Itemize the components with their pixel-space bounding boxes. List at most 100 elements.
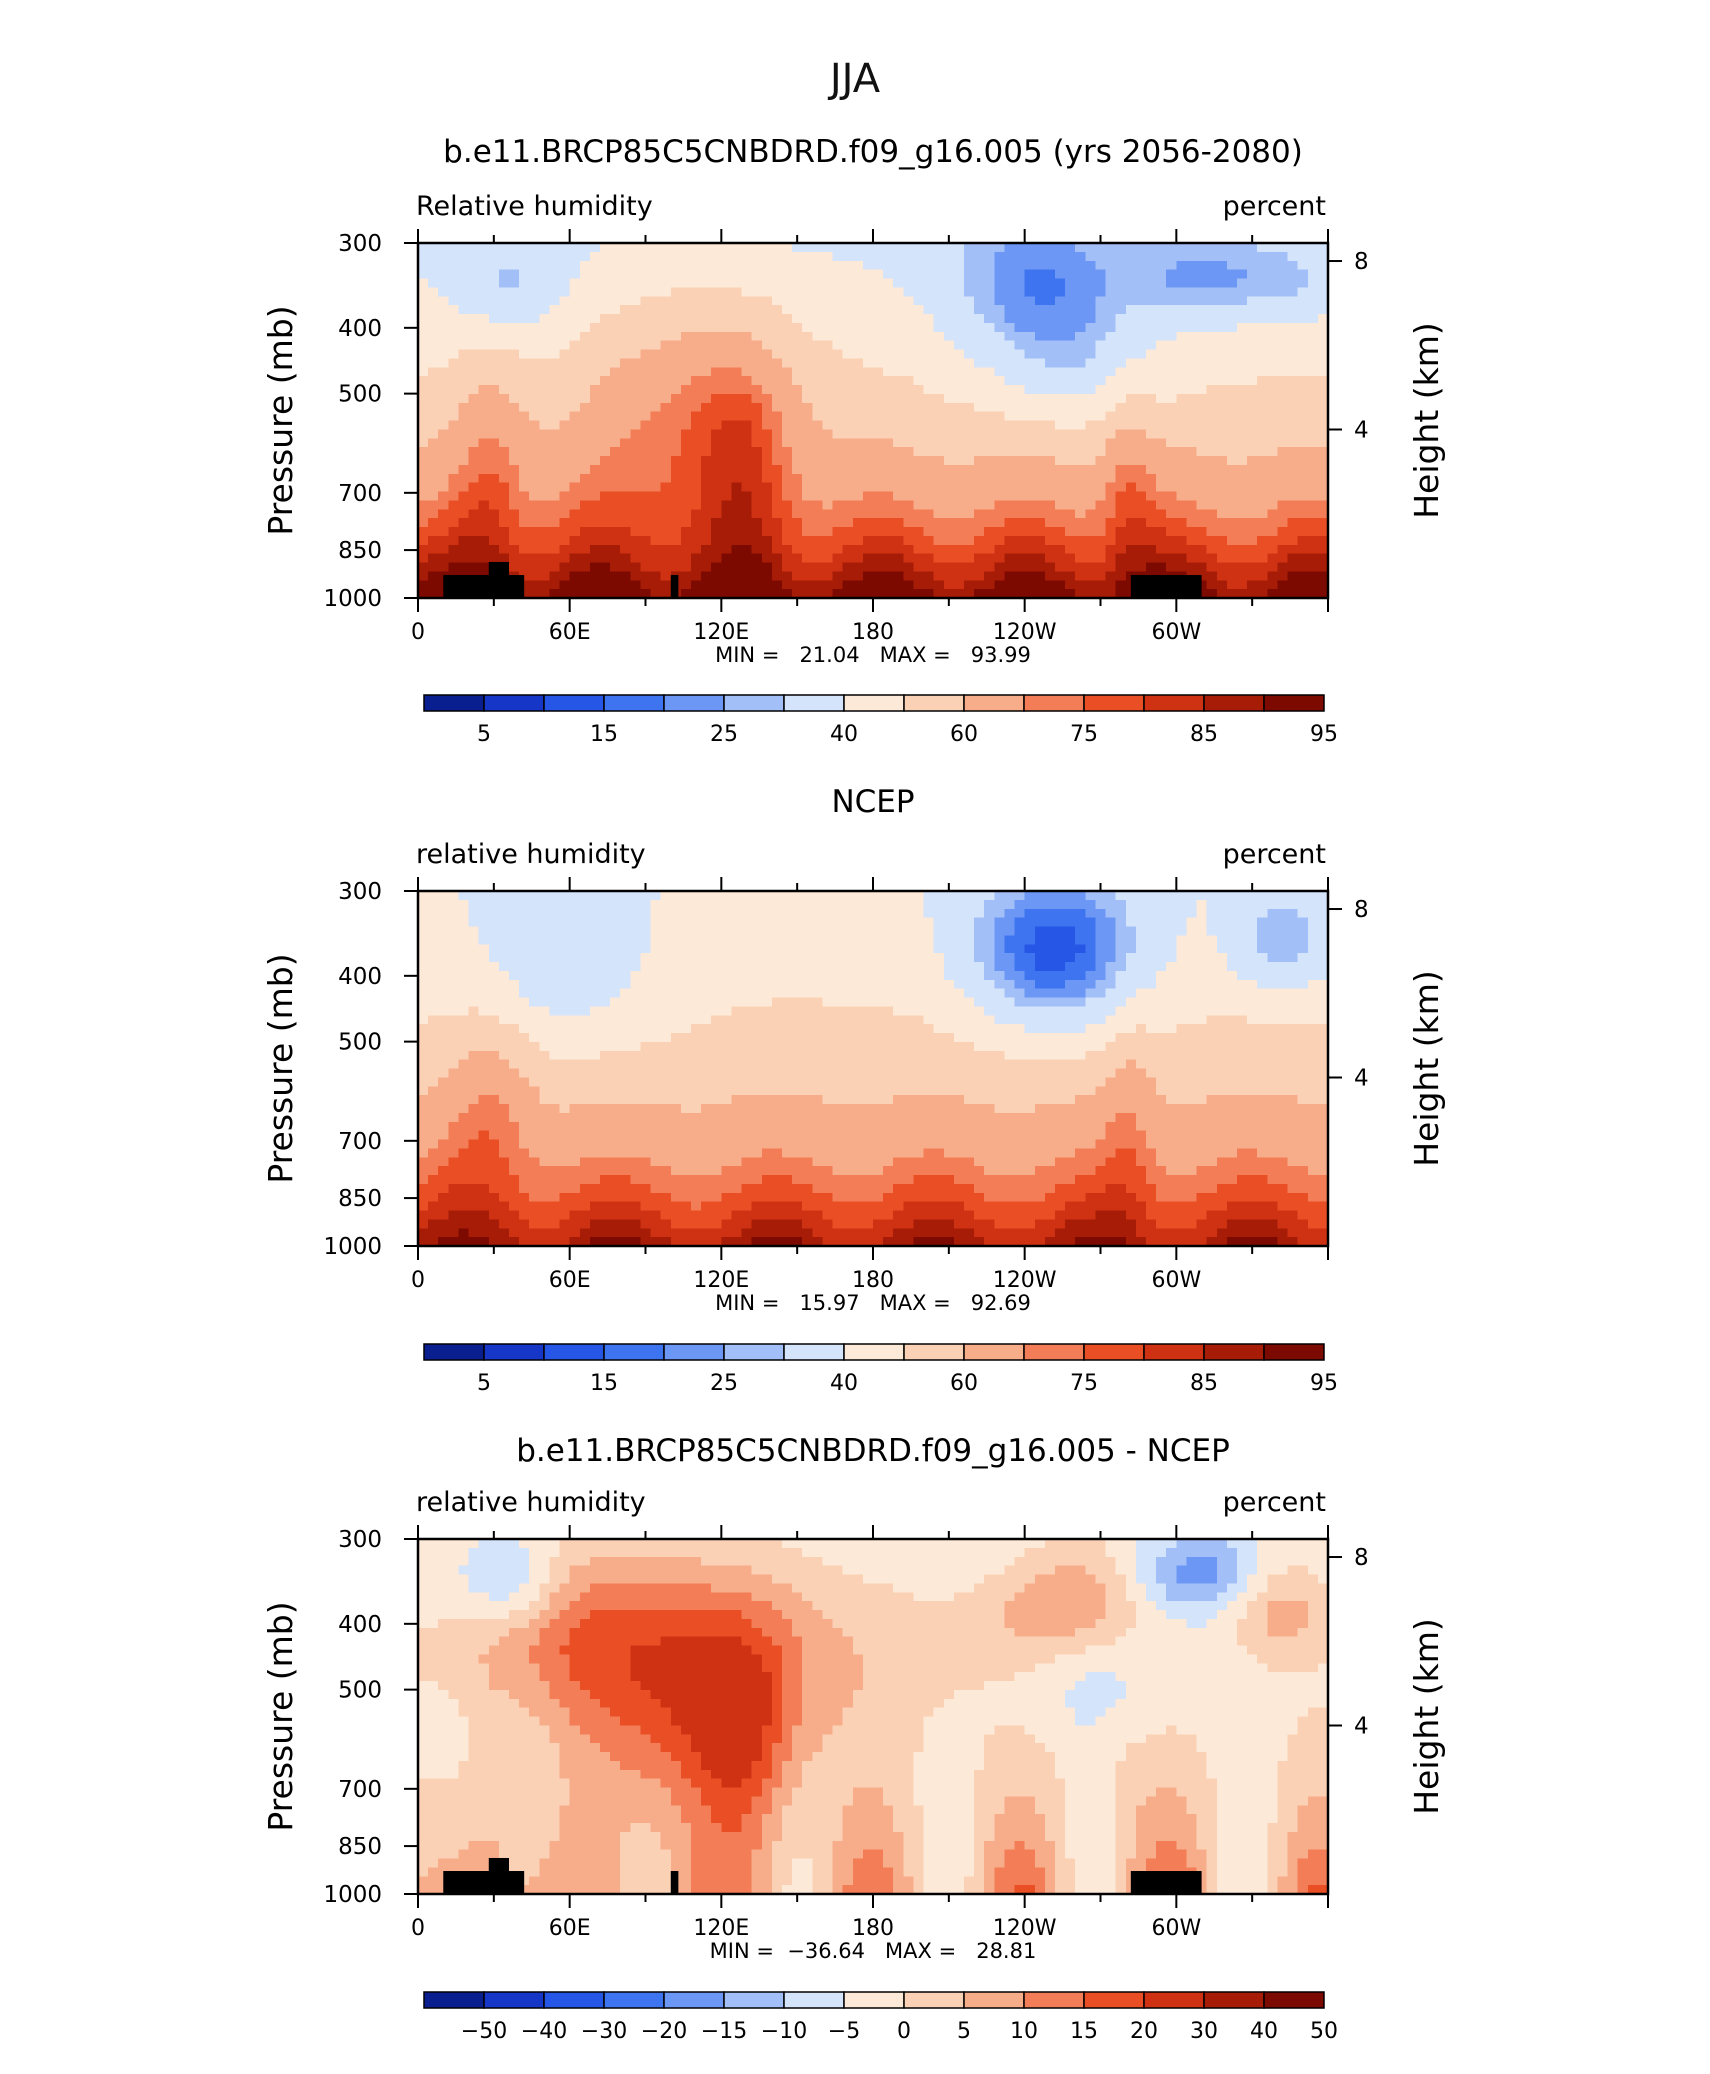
contour-cell (519, 482, 530, 493)
contour-cell (832, 482, 844, 493)
contour-cell (1317, 962, 1329, 972)
contour-cell (1095, 322, 1107, 333)
contour-cell (741, 305, 753, 315)
contour-cell (1095, 305, 1107, 315)
contour-cell (1014, 935, 1026, 945)
contour-cell (549, 358, 561, 368)
contour-cell (792, 456, 803, 466)
contour-cell (1125, 243, 1137, 253)
contour-cell (862, 447, 874, 457)
contour-cell (478, 518, 490, 528)
contour-cell (1277, 482, 1289, 493)
contour-cell (1156, 447, 1167, 457)
contour-cell (610, 544, 621, 555)
contour-cell (620, 953, 631, 963)
contour-cell (1216, 287, 1228, 297)
contour-cell (761, 562, 773, 572)
contour-cell (1196, 580, 1208, 590)
contour-cell (1247, 287, 1258, 297)
contour-cell (751, 953, 763, 963)
contour-cell (852, 518, 864, 528)
contour-cell (650, 367, 662, 377)
contour-cell (1095, 314, 1107, 324)
contour-cell (873, 509, 884, 519)
contour-cell (953, 988, 965, 999)
contour-cell (600, 962, 611, 972)
contour-cell (1226, 1006, 1238, 1016)
contour-cell (1146, 962, 1157, 972)
contour-cell (691, 908, 702, 919)
colorbar-label: 40 (830, 722, 858, 747)
contour-cell (509, 962, 520, 972)
contour-cell (984, 473, 995, 484)
contour-cell (974, 1006, 985, 1016)
contour-cell (1125, 385, 1137, 395)
contour-cell (1186, 429, 1198, 439)
contour-cell (650, 482, 662, 493)
contour-cell (1075, 917, 1086, 928)
contour-cell (842, 429, 854, 439)
contour-cell (458, 899, 470, 910)
contour-cell (691, 970, 702, 981)
contour-cell (953, 376, 965, 386)
contour-cell (630, 340, 642, 351)
contour-cell (832, 305, 844, 315)
contour-cell (691, 296, 702, 306)
contour-cell (498, 402, 510, 413)
contour-cell (933, 314, 945, 324)
contour-cell (1024, 553, 1036, 564)
contour-cell (1317, 322, 1329, 333)
contour-cell (964, 447, 975, 457)
contour-cell (1024, 926, 1036, 936)
contour-cell (488, 287, 500, 297)
contour-cell (1166, 500, 1177, 510)
contour-cell (1196, 340, 1208, 351)
contour-cell (1186, 970, 1198, 981)
contour-cell (974, 385, 985, 395)
contour-cell (509, 917, 520, 928)
contour-cell (873, 438, 884, 448)
contour-cell (893, 899, 904, 910)
contour-cell (478, 260, 490, 271)
contour-cell (1065, 473, 1076, 484)
contour-cell (509, 891, 520, 901)
contour-cell (873, 908, 884, 919)
contour-cell (933, 243, 945, 253)
contour-cell (903, 340, 915, 351)
contour-cell (1075, 420, 1086, 430)
contour-cell (468, 287, 480, 297)
contour-cell (569, 278, 581, 288)
contour-cell (529, 447, 540, 457)
contour-cell (650, 527, 662, 537)
contour-cell (1135, 376, 1147, 386)
contour-cell (903, 393, 915, 404)
contour-cell (1317, 340, 1329, 351)
contour-cell (1115, 562, 1127, 572)
contour-cell (751, 482, 763, 493)
contour-cell (913, 367, 925, 377)
contour-cell (569, 367, 581, 377)
contour-cell (1307, 944, 1319, 954)
contour-cell (1135, 953, 1147, 963)
contour-cell (579, 314, 591, 324)
contour-cell (893, 979, 904, 990)
contour-cell (812, 544, 824, 555)
contour-cell (1226, 349, 1238, 359)
contour-cell (549, 509, 561, 519)
contour-cell (731, 243, 743, 253)
contour-cell (1297, 491, 1309, 501)
contour-cell (792, 385, 803, 395)
contour-cell (974, 997, 985, 1007)
contour-cell (832, 349, 844, 359)
contour-cell (1166, 393, 1177, 404)
contour-cell (1125, 447, 1137, 457)
contour-cell (751, 340, 763, 351)
contour-cell (569, 535, 581, 546)
contour-cell (974, 447, 985, 457)
contour-cell (539, 322, 551, 333)
contour-cell (792, 464, 803, 475)
contour-cell (1247, 935, 1258, 945)
contour-cell (1146, 314, 1157, 324)
contour-cell (438, 935, 449, 945)
contour-cell (832, 527, 844, 537)
